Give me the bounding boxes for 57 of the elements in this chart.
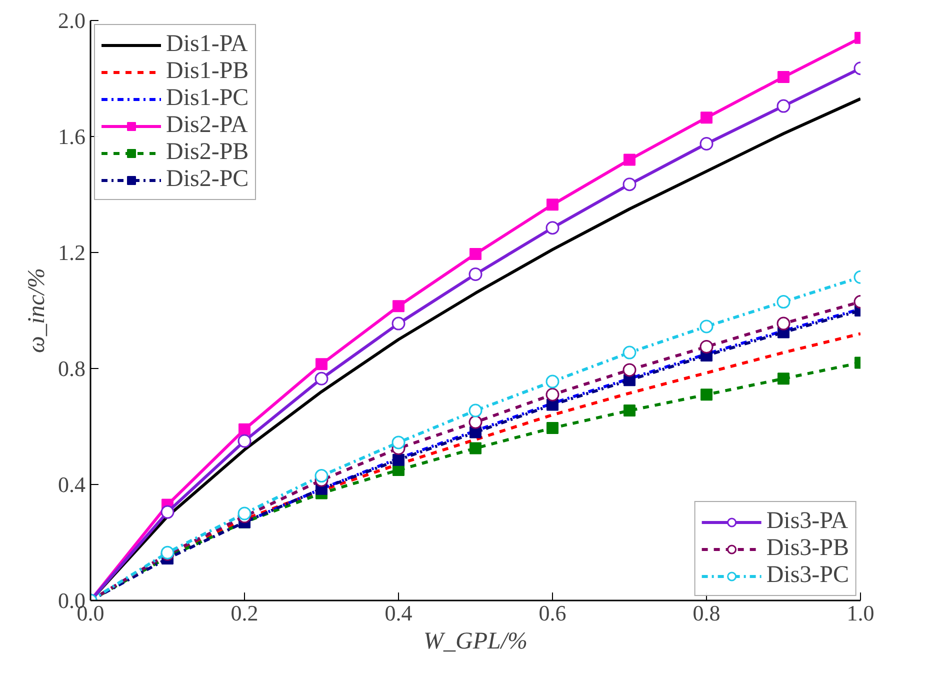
point: [316, 358, 328, 370]
point: [700, 388, 712, 401]
legend-label: Dis3-PC: [766, 562, 849, 589]
point: [470, 248, 482, 260]
point: [700, 137, 714, 150]
point: [468, 404, 482, 418]
point: [776, 295, 790, 309]
point: [238, 506, 252, 520]
point: [778, 71, 790, 84]
y-tick-label: 2.0: [58, 8, 86, 33]
point: [700, 320, 714, 334]
point: [392, 454, 404, 466]
point: [546, 221, 560, 235]
legend-label: Dis3-PA: [766, 508, 848, 535]
point: [468, 268, 482, 281]
x-tick-label: 1.0: [846, 600, 874, 626]
legend-label: Dis1-PB: [166, 58, 249, 85]
y-tick-label: 1.6: [58, 124, 86, 149]
point: [546, 388, 560, 402]
point: [468, 415, 482, 429]
legend-label: Dis2-PC: [166, 166, 249, 193]
point: [238, 434, 252, 448]
point: [546, 198, 558, 211]
point: [622, 178, 636, 192]
point: [392, 436, 406, 450]
y-tick-label: 0.4: [58, 472, 86, 497]
point: [238, 423, 250, 436]
point: [546, 422, 558, 434]
legend-label: Dis1-PA: [166, 31, 248, 58]
point: [778, 372, 790, 385]
x-tick-label: 0.2: [230, 600, 258, 626]
point: [776, 99, 790, 113]
point: [160, 505, 174, 519]
x-tick-label: 0.4: [384, 600, 412, 626]
point: [470, 442, 482, 454]
legend-label: Dis3-PB: [766, 535, 849, 562]
point: [624, 404, 636, 417]
point: [622, 363, 636, 377]
point: [392, 300, 404, 312]
point: [314, 469, 328, 483]
point: [314, 372, 328, 386]
legend-label: Dis1-PC: [166, 85, 249, 112]
point: [700, 340, 714, 354]
point: [700, 112, 712, 124]
y-tick-label: 1.2: [58, 240, 86, 265]
legend-label: Dis2-PA: [166, 112, 248, 139]
point: [624, 154, 636, 166]
y-axis-title: ω_inc/%: [24, 268, 50, 353]
point: [776, 316, 790, 330]
point: [546, 374, 560, 388]
point: [392, 316, 406, 330]
legend-label: Dis2-PB: [166, 139, 249, 166]
x-tick-label: 0.6: [538, 600, 566, 626]
x-axis-title: W_GPL/%: [424, 628, 528, 654]
x-tick-label: 0.8: [692, 600, 720, 626]
point: [622, 346, 636, 360]
y-tick-label: 0.8: [58, 356, 86, 381]
